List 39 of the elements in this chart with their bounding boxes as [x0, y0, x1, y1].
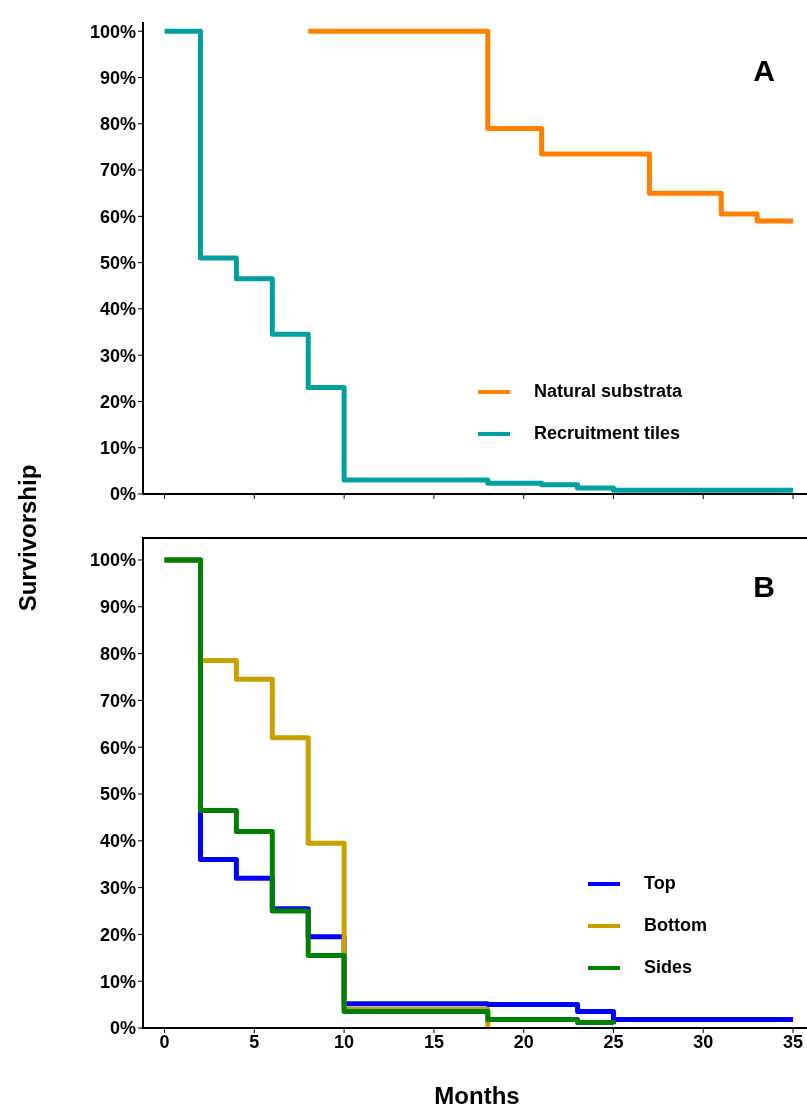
y-tick-label: 70%: [99, 160, 136, 181]
y-tick-label: 60%: [99, 206, 136, 227]
legend-label: Recruitment tiles: [534, 423, 681, 443]
y-tick-label: 50%: [99, 784, 136, 805]
x-tick-label: 5: [249, 1031, 260, 1052]
y-tick-label: 0%: [109, 484, 136, 505]
y-tick-label: 30%: [99, 345, 136, 366]
y-tick-label: 80%: [99, 643, 136, 664]
y-tick-label: 90%: [99, 597, 136, 618]
y-tick-label: 30%: [99, 877, 136, 898]
legend-label: Top: [644, 873, 676, 893]
x-tick-label: 35: [783, 1031, 804, 1052]
legend-label: Natural substrata: [534, 381, 683, 401]
y-tick-label: 60%: [99, 737, 136, 758]
y-tick-label: 100%: [89, 21, 136, 42]
y-axis-title: Survivorship: [14, 464, 42, 612]
y-tick-label: 40%: [99, 831, 136, 852]
y-tick-label: 90%: [99, 67, 136, 88]
y-tick-label: 80%: [99, 114, 136, 135]
x-axis-title: Months: [434, 1082, 520, 1109]
y-tick-label: 100%: [89, 550, 136, 571]
y-tick-label: 10%: [99, 971, 136, 992]
x-tick-label: 10: [334, 1031, 355, 1052]
y-tick-label: 70%: [99, 690, 136, 711]
x-tick-label: 25: [603, 1031, 624, 1052]
y-tick-label: 50%: [99, 253, 136, 274]
y-tick-label: 10%: [99, 438, 136, 459]
legend-label: Sides: [644, 957, 693, 977]
x-tick-label: 15: [423, 1031, 444, 1052]
x-tick-label: 30: [693, 1031, 714, 1052]
y-tick-label: 20%: [99, 391, 136, 412]
y-tick-label: 20%: [99, 924, 136, 945]
y-tick-label: 0%: [109, 1018, 136, 1039]
x-tick-label: 20: [513, 1031, 534, 1052]
legend-label: Bottom: [644, 915, 707, 935]
y-tick-label: 40%: [99, 299, 136, 320]
annotation: B: [753, 570, 775, 604]
x-tick-label: 0: [159, 1031, 170, 1052]
annotation: A: [753, 54, 775, 88]
